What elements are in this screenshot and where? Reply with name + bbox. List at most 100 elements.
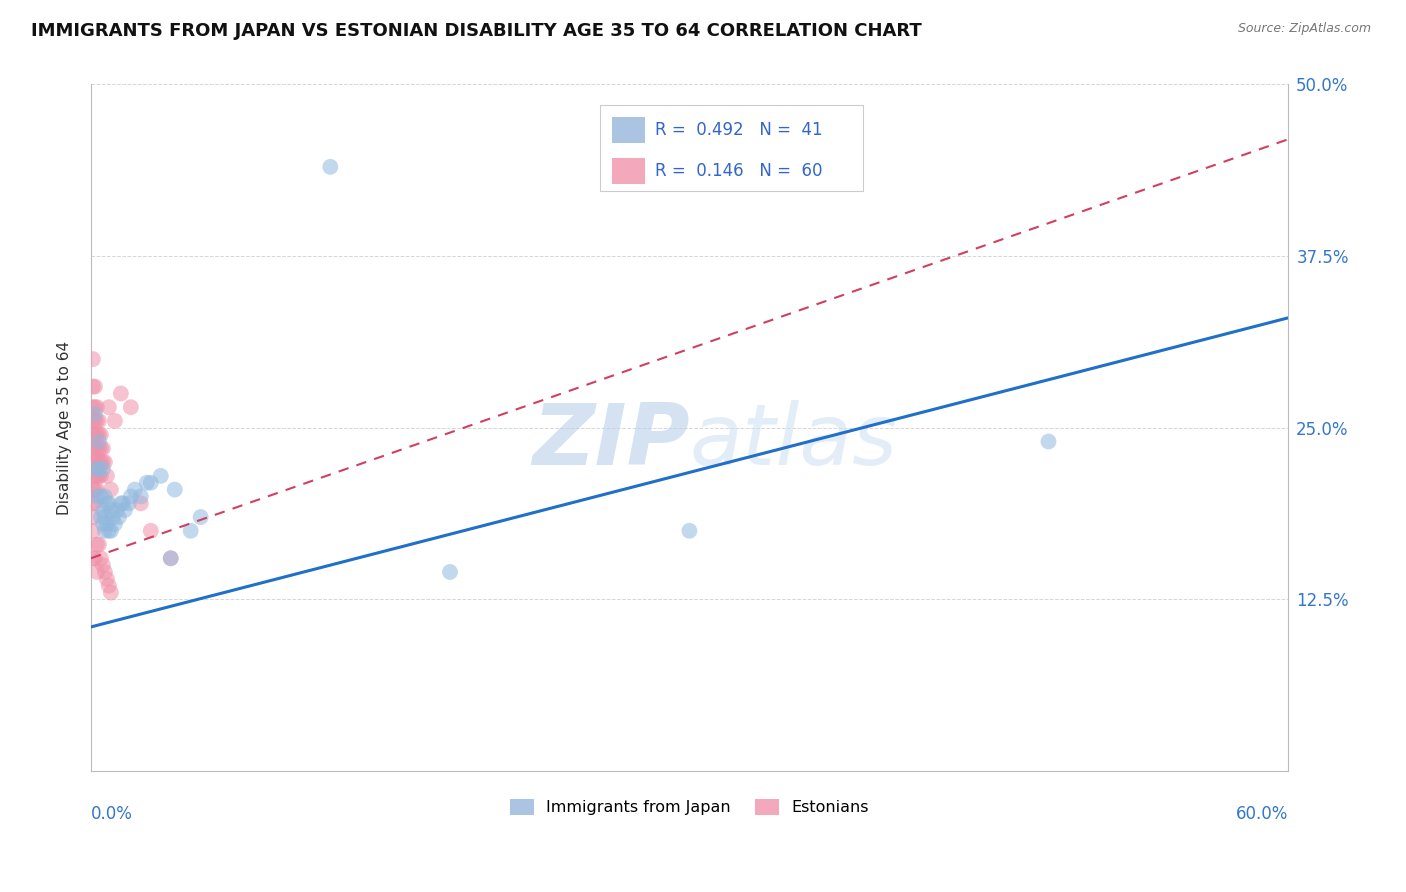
Point [124,483,146,497]
Point [82,427,104,442]
Point [97,579,120,593]
Point [100,585,122,599]
Point [87,462,110,476]
Point [90,468,112,483]
Point [82,524,104,538]
Point [120,400,142,414]
Point [86,462,108,476]
Point [90,455,112,469]
Point [84,455,107,469]
Point [96,496,118,510]
Text: R =  0.146   N =  60: R = 0.146 N = 60 [655,162,823,180]
Point [100,483,122,497]
Point [86,400,108,414]
Point [110,386,132,401]
Point [108,510,131,524]
Point [86,455,108,469]
Point [84,400,107,414]
Point [84,427,107,442]
Point [91,442,114,456]
Point [90,551,112,566]
Point [91,516,114,531]
Point [180,524,202,538]
Point [104,414,127,428]
Point [94,490,117,504]
Point [87,442,110,456]
Point [82,496,104,510]
Point [101,510,124,524]
Point [1038,434,1060,449]
Point [82,551,104,566]
Point [319,160,342,174]
Point [82,414,104,428]
Point [82,510,104,524]
Point [87,537,110,551]
Point [84,379,107,393]
Point [149,468,172,483]
Point [100,524,122,538]
Point [97,496,120,510]
Point [135,475,157,490]
Point [94,524,117,538]
Point [86,442,108,456]
Point [139,524,162,538]
Point [94,455,117,469]
Point [82,379,104,393]
Text: R =  0.492   N =  41: R = 0.492 N = 41 [655,121,823,139]
Point [91,503,114,517]
Point [120,490,142,504]
Point [87,455,110,469]
Point [91,462,114,476]
Point [82,400,104,414]
Point [114,503,136,517]
Point [105,503,128,517]
Point [96,468,118,483]
Point [96,516,118,531]
Point [100,503,122,517]
Text: atlas: atlas [689,400,897,483]
Point [86,490,108,504]
Text: IMMIGRANTS FROM JAPAN VS ESTONIAN DISABILITY AGE 35 TO 64 CORRELATION CHART: IMMIGRANTS FROM JAPAN VS ESTONIAN DISABI… [31,22,922,40]
Bar [612,117,645,143]
Point [82,352,104,367]
FancyBboxPatch shape [599,105,863,191]
Point [91,455,114,469]
Point [84,551,107,566]
Legend: Immigrants from Japan, Estonians: Immigrants from Japan, Estonians [503,792,876,822]
Text: 60.0%: 60.0% [1236,805,1288,823]
Point [87,468,110,483]
Point [129,496,152,510]
Point [94,565,117,579]
Point [84,414,107,428]
Point [84,468,107,483]
Text: ZIP: ZIP [531,400,689,483]
Point [84,483,107,497]
Point [82,442,104,456]
Y-axis label: Disability Age 35 to 64: Disability Age 35 to 64 [58,341,72,515]
Point [139,475,162,490]
Point [129,490,152,504]
Point [97,524,120,538]
Point [90,442,112,456]
Point [163,483,186,497]
Point [111,496,134,510]
Point [86,483,108,497]
Point [84,442,107,456]
Point [90,427,112,442]
Point [82,455,104,469]
Point [86,414,108,428]
Point [86,537,108,551]
Point [84,407,107,421]
Point [82,483,104,497]
Point [82,468,104,483]
Point [110,496,132,510]
Point [90,510,112,524]
Point [86,427,108,442]
Point [90,490,112,504]
Point [104,516,127,531]
Point [84,496,107,510]
Point [678,524,700,538]
Point [118,496,141,510]
Point [87,414,110,428]
Point [159,551,181,566]
